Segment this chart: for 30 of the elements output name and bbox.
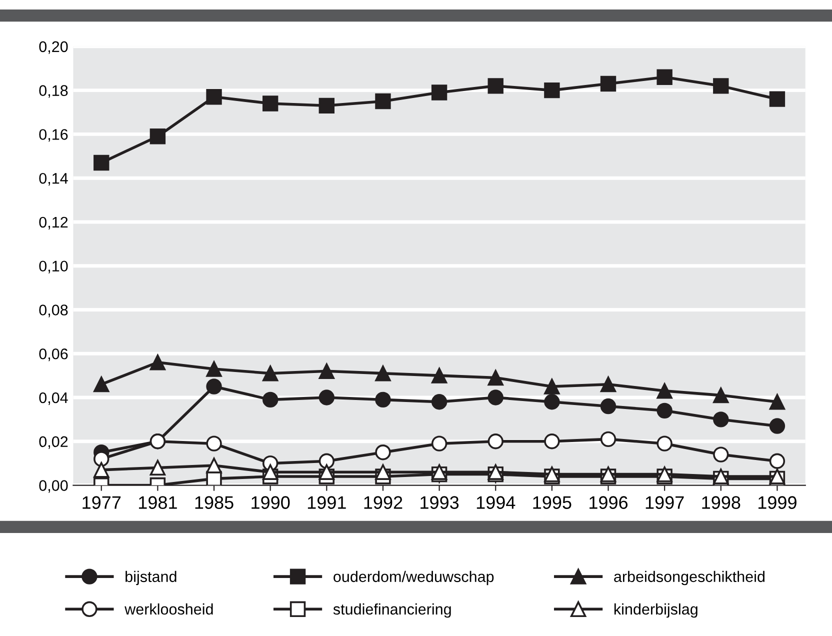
y-tick-label: 0,00 <box>39 480 68 493</box>
legend-label: bijstand <box>126 570 176 586</box>
x-tick-label: 1981 <box>138 496 177 509</box>
legend-label: arbeidsongeschiktheid <box>614 570 764 586</box>
y-tick-label: 0,10 <box>39 260 68 274</box>
y-tick-label: 0,16 <box>39 129 68 142</box>
x-tick-label: 1994 <box>476 496 516 509</box>
y-tick-label: 0,20 <box>39 41 68 54</box>
y-tick-label: 0,12 <box>39 216 68 230</box>
x-tick-label: 1998 <box>702 496 740 509</box>
x-tick-label: 1985 <box>195 496 234 509</box>
legend-label: kinderbijslag <box>614 603 698 618</box>
x-tick-label: 1990 <box>252 496 290 509</box>
y-tick-label: 0,06 <box>39 348 68 362</box>
x-tick-label: 1993 <box>420 496 459 509</box>
x-tick-label: 1977 <box>82 496 121 509</box>
x-tick-label: 1991 <box>308 496 346 509</box>
legend-label: ouderdom/weduwschap <box>334 570 494 586</box>
x-tick-label: 1999 <box>758 496 796 509</box>
x-tick-label: 1997 <box>646 496 684 509</box>
legend-label: werkloosheid <box>124 603 213 615</box>
y-tick-label: 0,02 <box>39 436 68 449</box>
y-tick-label: 0,04 <box>39 392 68 405</box>
x-tick-label: 1992 <box>364 496 402 509</box>
y-tick-label: 0,18 <box>39 85 68 98</box>
y-tick-label: 0,14 <box>39 172 68 186</box>
y-tick-label: 0,08 <box>39 304 68 318</box>
x-tick-label: 1995 <box>533 496 572 509</box>
legend-label: studiefinanciering <box>333 603 451 618</box>
x-tick-label: 1996 <box>590 496 628 509</box>
